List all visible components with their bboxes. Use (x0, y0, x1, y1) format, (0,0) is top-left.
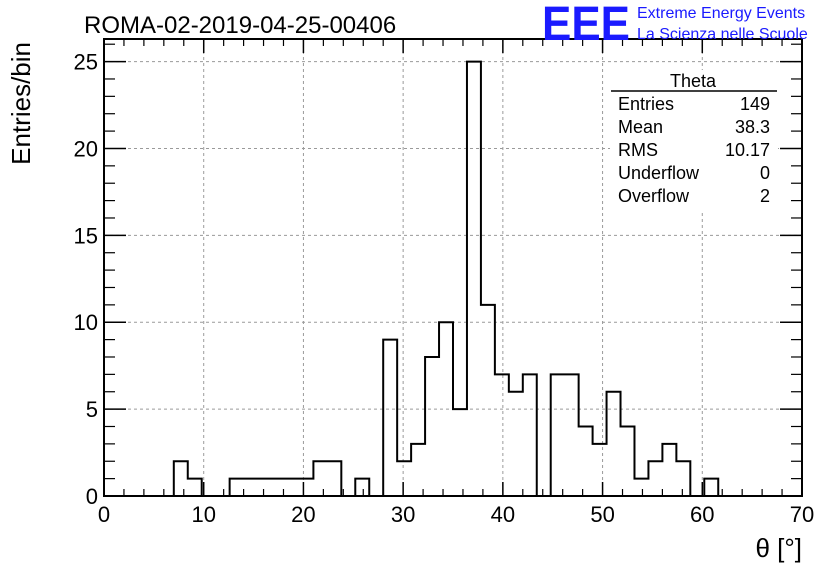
y-tick-label: 20 (74, 136, 98, 161)
stats-value-mean: 38.3 (735, 117, 770, 137)
x-tick-labels: 0 10 20 30 40 50 60 70 (98, 502, 814, 527)
x-tick-label: 60 (690, 502, 714, 527)
eee-logo-line2: La Scienza nelle Scuole (637, 26, 808, 43)
x-tick-label: 30 (391, 502, 415, 527)
y-tick-label: 15 (74, 223, 98, 248)
stats-value-entries: 149 (740, 94, 770, 114)
stats-label-mean: Mean (618, 117, 663, 137)
stats-title: Theta (670, 71, 717, 91)
stats-box: Theta Entries 149 Mean 38.3 RMS 10.17 Un… (610, 70, 778, 210)
x-tick-label: 70 (790, 502, 814, 527)
stats-box-background (610, 70, 778, 210)
y-tick-label: 10 (74, 310, 98, 335)
x-tick-label: 40 (491, 502, 515, 527)
chart-title: ROMA-02-2019-04-25-00406 (84, 12, 396, 39)
stats-label-overflow: Overflow (618, 186, 690, 206)
y-tick-labels: 0 5 10 15 20 25 (74, 50, 98, 509)
x-axis-label: θ [°] (755, 533, 802, 563)
stats-label-entries: Entries (618, 94, 674, 114)
stats-value-rms: 10.17 (725, 140, 770, 160)
x-tick-label: 20 (291, 502, 315, 527)
y-tick-label: 0 (86, 484, 98, 509)
eee-logo-mark: EEE (542, 0, 630, 51)
eee-logo: EEE Extreme Energy Events La Scienza nel… (542, 0, 808, 51)
x-tick-label: 50 (590, 502, 614, 527)
y-tick-label: 25 (74, 50, 98, 75)
stats-value-underflow: 0 (760, 163, 770, 183)
stats-value-overflow: 2 (760, 186, 770, 206)
eee-logo-line1: Extreme Energy Events (637, 5, 805, 22)
y-axis-label: Entries/bin (6, 42, 36, 165)
x-tick-label: 10 (191, 502, 215, 527)
stats-label-rms: RMS (618, 140, 658, 160)
stats-label-underflow: Underflow (618, 163, 700, 183)
plot-frame (103, 38, 803, 497)
axis-ticks (103, 39, 803, 497)
y-tick-label: 5 (86, 397, 98, 422)
x-tick-label: 0 (98, 502, 110, 527)
histogram-series (104, 60, 802, 497)
